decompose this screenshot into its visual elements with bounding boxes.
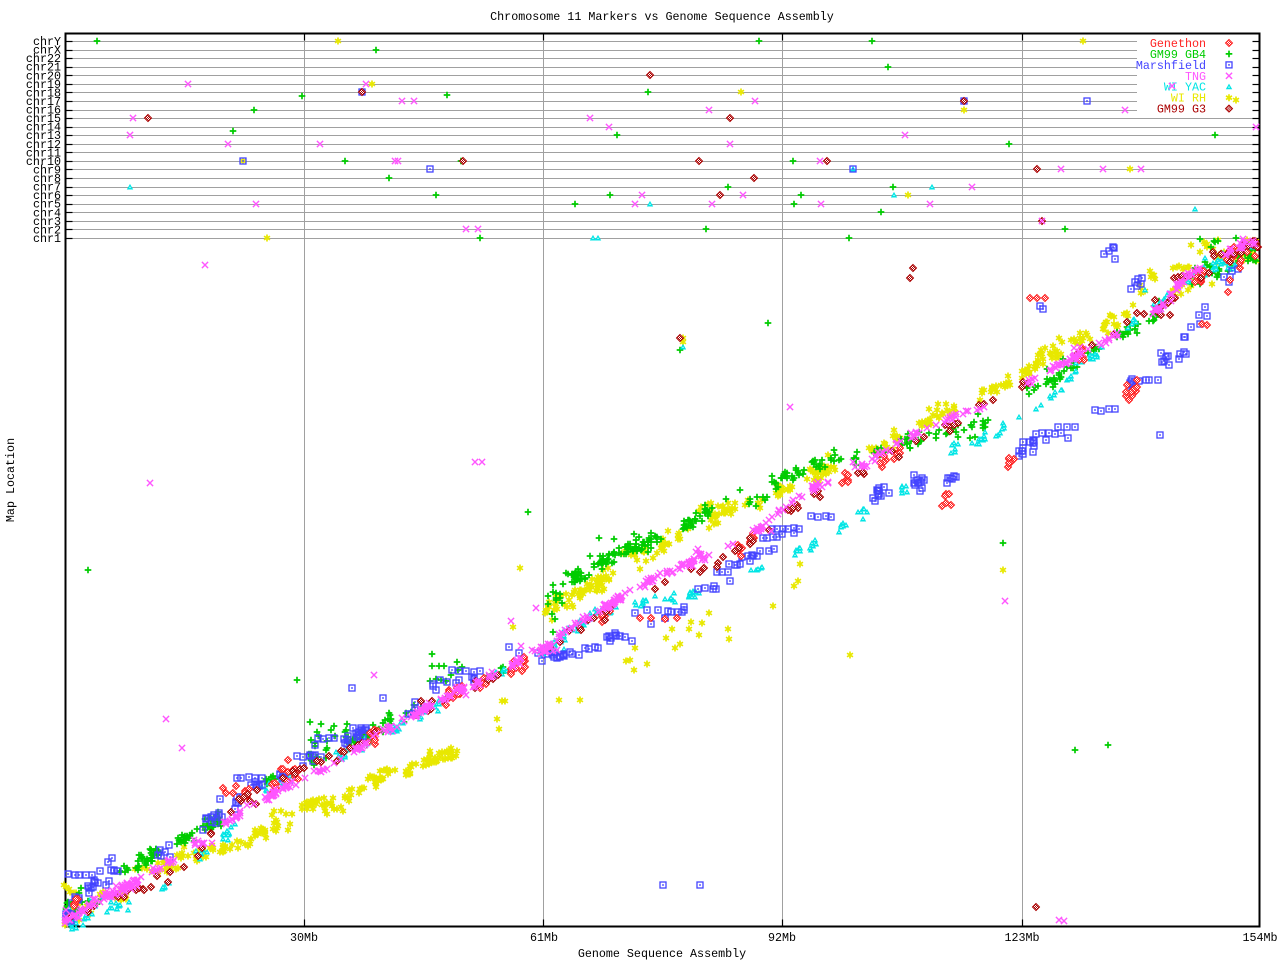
svg-text:chrY: chrY: [33, 35, 61, 49]
svg-text:chr20: chr20: [26, 69, 61, 83]
svg-text:Chromosome 11 Markers vs Genom: Chromosome 11 Markers vs Genome Sequence…: [490, 10, 834, 24]
svg-text:Genethon: Genethon: [1150, 37, 1206, 51]
svg-text:61Mb: 61Mb: [530, 931, 558, 945]
svg-text:chr4: chr4: [33, 206, 61, 220]
svg-text:154Mb: 154Mb: [1242, 931, 1277, 945]
svg-text:chr16: chr16: [26, 104, 61, 118]
svg-text:chr9: chr9: [33, 164, 61, 178]
svg-text:chr8: chr8: [33, 172, 61, 186]
svg-text:123Mb: 123Mb: [1004, 931, 1039, 945]
svg-text:chr2: chr2: [33, 223, 61, 237]
svg-text:chrX: chrX: [33, 44, 61, 58]
svg-text:chr14: chr14: [26, 121, 61, 135]
svg-text:chr13: chr13: [26, 129, 61, 143]
svg-text:30Mb: 30Mb: [290, 931, 318, 945]
svg-text:chr7: chr7: [33, 181, 61, 195]
svg-text:GM99 G3: GM99 G3: [1157, 103, 1206, 117]
svg-text:GM99 GB4: GM99 GB4: [1150, 48, 1206, 62]
svg-text:chr12: chr12: [26, 138, 61, 152]
svg-text:chr22: chr22: [26, 52, 61, 66]
svg-text:chr11: chr11: [26, 146, 61, 160]
svg-text:chr19: chr19: [26, 78, 61, 92]
svg-text:chr18: chr18: [26, 86, 61, 100]
svg-text:Genome Sequence Assembly: Genome Sequence Assembly: [578, 947, 746, 960]
svg-text:chr5: chr5: [33, 198, 61, 212]
svg-text:Map Location: Map Location: [4, 438, 18, 522]
svg-text:chr3: chr3: [33, 215, 61, 229]
svg-text:chr6: chr6: [33, 189, 61, 203]
svg-text:WI RH: WI RH: [1171, 92, 1206, 106]
svg-text:chr17: chr17: [26, 95, 61, 109]
svg-text:chr15: chr15: [26, 112, 61, 126]
svg-text:chr21: chr21: [26, 61, 61, 75]
svg-text:chr1: chr1: [33, 232, 61, 246]
svg-text:92Mb: 92Mb: [768, 931, 796, 945]
svg-text:Marshfield: Marshfield: [1136, 59, 1206, 73]
svg-text:TNG: TNG: [1185, 70, 1206, 84]
svg-text:chr10: chr10: [26, 155, 61, 169]
